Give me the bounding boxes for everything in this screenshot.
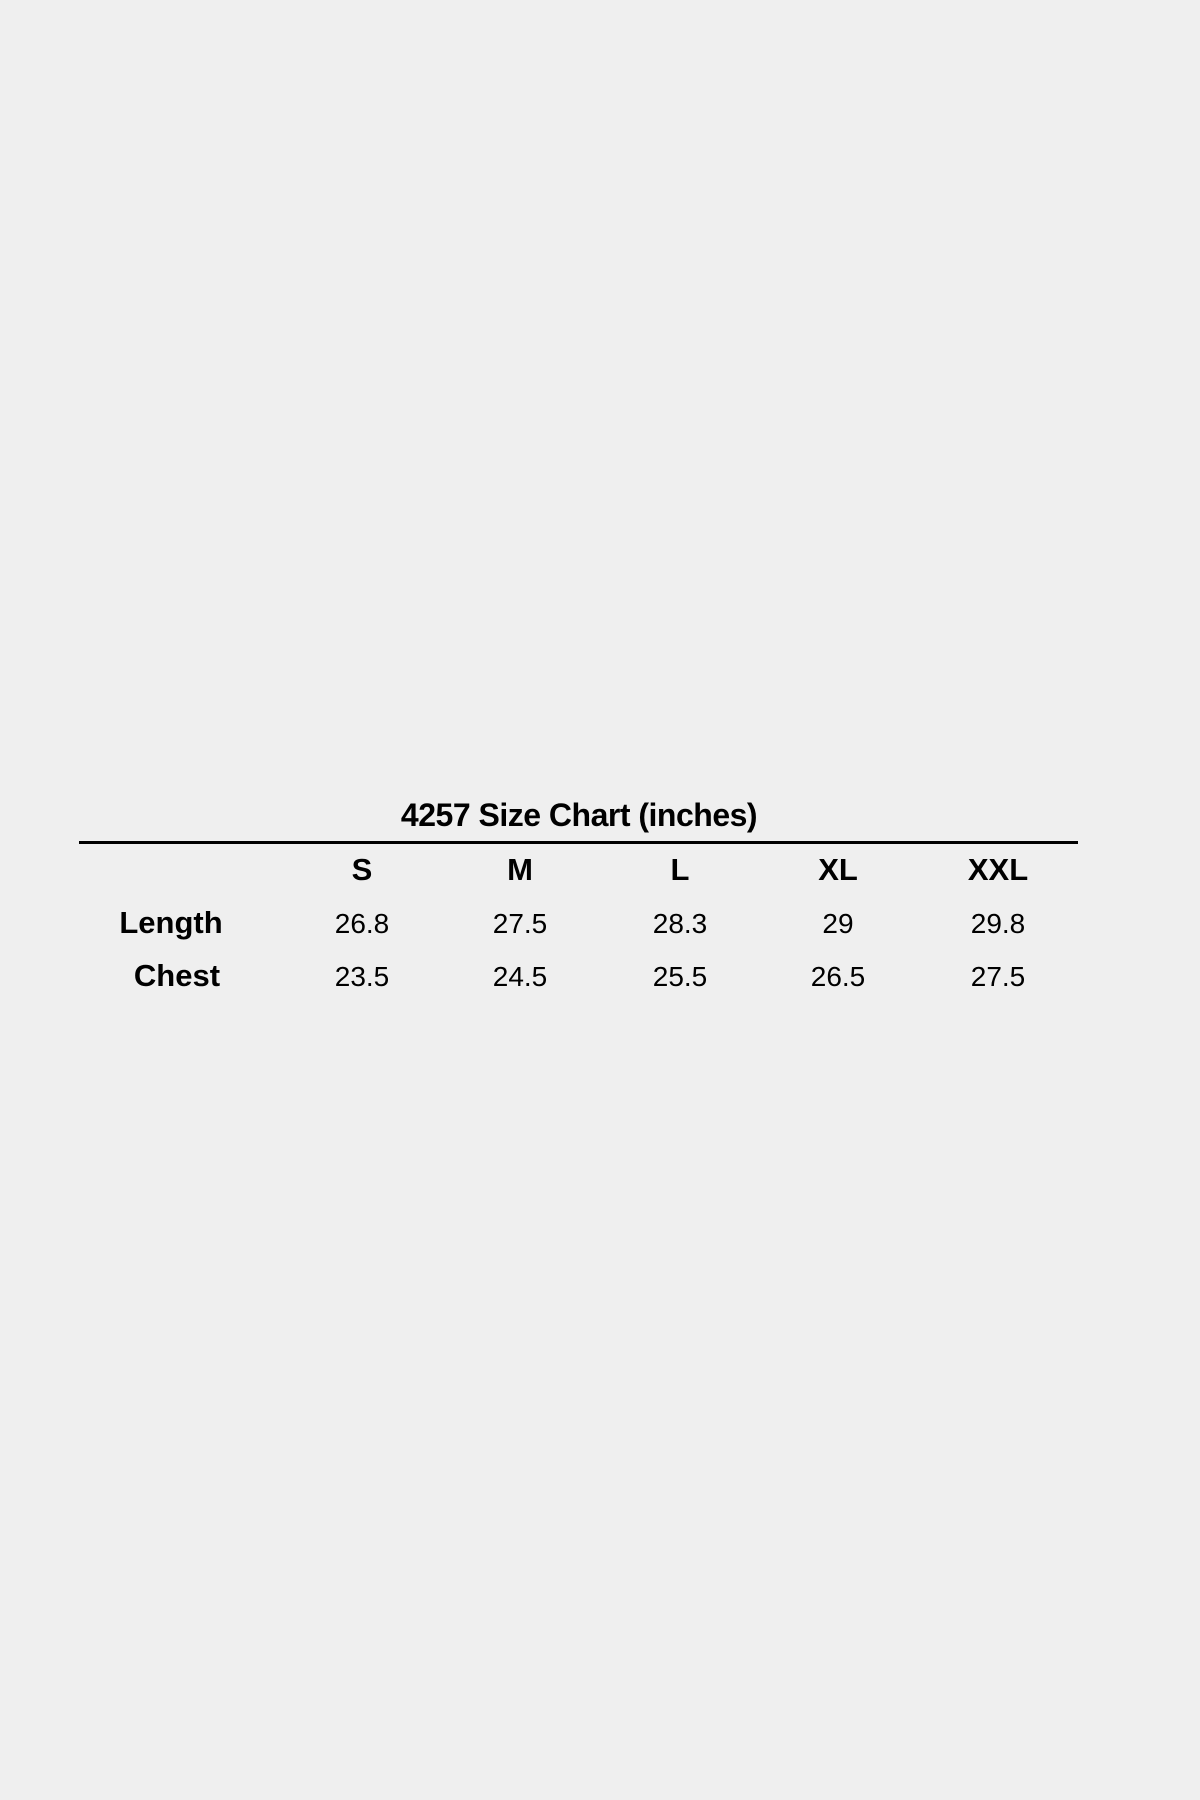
table-cell: 27.5	[492, 908, 548, 939]
table-cell: 24.5	[492, 961, 548, 992]
table-cell: 26.5	[810, 961, 866, 992]
size-chart-title: 4257 Size Chart (inches)	[400, 797, 758, 833]
table-cell: 23.5	[334, 961, 390, 992]
column-header-m: M	[507, 852, 533, 887]
header-divider	[79, 841, 1078, 844]
table-cell: 29	[822, 908, 854, 939]
row-label: Chest	[133, 958, 221, 993]
column-header-l: L	[670, 852, 690, 887]
column-header-s: S	[351, 852, 373, 887]
table-cell: 29.8	[970, 908, 1026, 939]
table-cell: 28.3	[652, 908, 708, 939]
table-cell: 25.5	[652, 961, 708, 992]
table-cell: 26.8	[334, 908, 390, 939]
row-label: Length	[119, 905, 223, 940]
table-cell: 27.5	[970, 961, 1026, 992]
column-header-xl: XL	[818, 852, 858, 887]
column-header-xxl: XXL	[967, 852, 1029, 887]
